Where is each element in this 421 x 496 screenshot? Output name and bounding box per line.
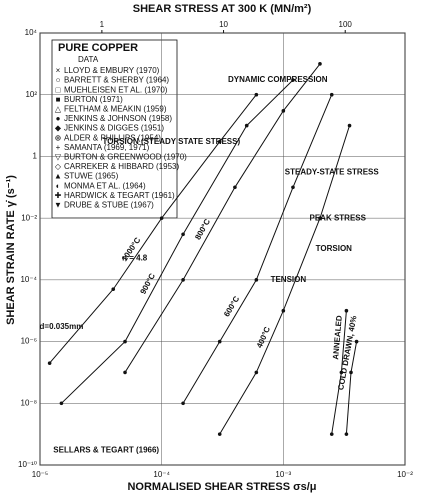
legend-entry: ALDER & PHILLIPS (1954) — [64, 133, 161, 142]
legend-symbol: × — [56, 66, 61, 75]
data-point — [217, 432, 222, 436]
annotation: DYNAMIC COMPRESSION — [228, 75, 328, 84]
y-tick-label: 10⁴ — [25, 28, 38, 37]
data-point — [111, 287, 116, 291]
legend-entry: MUEHLEISEN ET AL. (1970) — [64, 85, 168, 94]
legend-entry: FELTHAM & MEAKIN (1959) — [64, 105, 167, 114]
legend-symbol: ▽ — [55, 153, 62, 162]
annotation: SELLARS & TEGART (1966) — [53, 445, 159, 454]
series-label: 600°C — [222, 294, 241, 318]
data-point — [123, 339, 127, 344]
y-tick-label: 10⁻¹⁰ — [18, 460, 37, 469]
legend-entry: MONMA ET AL. (1964) — [64, 181, 146, 190]
annotation: STEADY-STATE STRESS — [285, 168, 380, 177]
y-tick-label: 10⁻⁶ — [21, 337, 37, 346]
y-tick-label: 10² — [25, 90, 37, 99]
legend-box — [51, 39, 178, 219]
annotation: TORSION — [316, 244, 353, 253]
data-point — [181, 278, 185, 282]
legend-symbol: ○ — [56, 76, 61, 85]
chart-title: SHEAR STRESS AT 300 K (MN/m²) — [133, 3, 312, 15]
data-point — [291, 78, 295, 82]
data-point — [217, 339, 222, 344]
legend-symbol: □ — [56, 85, 61, 94]
x2-tick-label: 10 — [219, 20, 228, 29]
data-point — [291, 185, 295, 190]
series-label: 800°C — [193, 217, 212, 241]
data-point — [339, 370, 344, 375]
data-point — [254, 370, 259, 375]
data-point — [217, 139, 222, 144]
legend-subtitle: DATA — [78, 55, 99, 64]
data-point — [354, 339, 359, 344]
data-point — [344, 308, 349, 313]
data-point — [233, 185, 237, 190]
legend-entry: LLOYD & EMBURY (1970) — [64, 66, 160, 75]
y-tick-label: 10⁻⁸ — [21, 398, 38, 407]
annotation: TENSION — [271, 275, 307, 284]
series-label: 400°C — [255, 325, 272, 349]
legend-entry: CARREKER & HIBBARD (1953) — [64, 162, 179, 171]
data-point — [347, 123, 352, 128]
legend-symbol: ◐ — [56, 181, 61, 190]
legend-title: PURE COPPER — [58, 42, 138, 54]
legend-symbol: ◆ — [55, 124, 62, 133]
series-label: 900°C — [138, 272, 157, 296]
data-point — [254, 278, 259, 282]
data-point — [344, 432, 349, 436]
x2-tick-label: 1 — [100, 20, 105, 29]
annotation: n = 4.8 — [122, 253, 148, 262]
data-point — [318, 216, 322, 220]
y-tick-label: 10⁻² — [21, 213, 37, 222]
annotation: d=0.035mm — [40, 322, 84, 331]
legend-entry: DRUBE & STUBE (1967) — [64, 201, 154, 210]
data-point — [281, 308, 286, 313]
legend-symbol: ● — [56, 114, 61, 123]
data-point — [181, 401, 185, 406]
legend-entry: JENKINS & JOHNSON (1958) — [64, 114, 172, 123]
legend-symbol: ◇ — [55, 162, 62, 171]
x2-tick-label: 100 — [339, 20, 353, 29]
data-point — [329, 92, 334, 97]
x-tick-label: 10⁻⁵ — [32, 470, 48, 479]
legend-entry: HARDWICK & TEGART (1961) — [64, 191, 175, 200]
legend-symbol: ▲ — [54, 172, 62, 181]
data-point — [181, 232, 185, 237]
x-axis-label: NORMALISED SHEAR STRESS σs/μ — [127, 481, 316, 493]
y-axis-label: SHEAR STRAIN RATE γ̇ (s⁻¹) — [5, 175, 17, 325]
y-tick-label: 1 — [33, 152, 38, 161]
annotation: TORSION (STEADY STATE STRESS) — [102, 137, 240, 146]
legend-entry: BURTON (1971) — [64, 95, 123, 104]
annotation: PEAK STRESS — [310, 213, 367, 222]
legend-symbol: + — [56, 143, 61, 152]
legend-entry: SAMANTA (1969, 1971) — [64, 143, 150, 152]
legend-symbol: △ — [55, 105, 62, 114]
data-point — [59, 401, 64, 406]
data-point — [329, 432, 334, 436]
series-label: ANNEALED — [331, 315, 344, 360]
data-point — [123, 370, 127, 375]
legend-symbol: ⊕ — [55, 133, 62, 142]
x-tick-label: 10⁻⁴ — [153, 470, 170, 479]
legend-symbol: ✚ — [55, 191, 62, 200]
data-point — [47, 361, 52, 365]
data-point — [244, 123, 249, 128]
x-tick-label: 10⁻³ — [275, 470, 291, 479]
y-tick-label: 10⁻⁴ — [20, 275, 37, 284]
legend-entry: BARRETT & SHERBY (1964) — [64, 76, 169, 85]
data-point — [349, 370, 353, 375]
x-tick-label: 10⁻² — [397, 470, 413, 479]
legend-entry: BURTON & GREENWOOD (1970) — [64, 153, 187, 162]
data-point — [254, 92, 259, 97]
data-point — [159, 216, 164, 220]
data-point — [281, 109, 286, 113]
legend-symbol: ■ — [56, 95, 61, 104]
data-point — [318, 62, 322, 66]
legend-symbol: ▼ — [54, 201, 62, 210]
legend-entry: JENKINS & DIGGES (1951) — [64, 124, 164, 133]
legend-entry: STUWE (1965) — [64, 172, 119, 181]
